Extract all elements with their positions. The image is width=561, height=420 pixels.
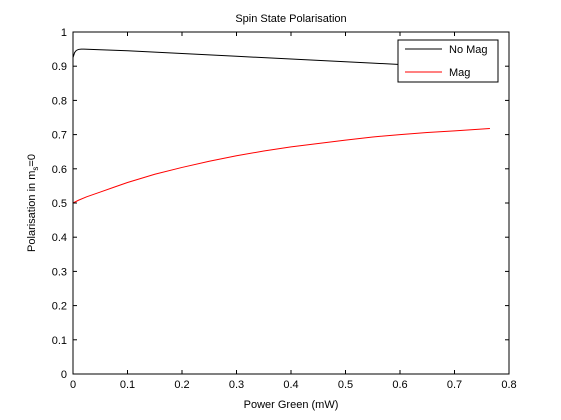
x-axis-label: Power Green (mW) xyxy=(244,399,339,411)
y-tick-label: 0.1 xyxy=(52,335,67,347)
legend-label-mag: Mag xyxy=(449,67,470,79)
ticks-layer: 0 0.1 0.2 0.3 0.4 0.5 0.6 0.7 0.8 0 0.1 0.2 0.3 0.4 0.… xyxy=(52,27,517,391)
y-tick-label: 0.9 xyxy=(52,61,67,73)
y-tick-label: 0.4 xyxy=(52,232,67,244)
plot-area xyxy=(73,32,509,374)
y-axis-label-suffix: =0 xyxy=(26,154,38,167)
y-tick-label: 1 xyxy=(61,27,67,39)
x-tick-label: 0.1 xyxy=(120,379,135,391)
legend-label-no-mag: No Mag xyxy=(449,44,488,56)
legend: No Mag Mag xyxy=(397,39,499,83)
x-tick-label: 0.8 xyxy=(501,379,516,391)
x-tick-label: 0.2 xyxy=(174,379,189,391)
y-axis-label-prefix: Polarisation in m xyxy=(26,171,38,252)
series-line-mag xyxy=(72,127,490,204)
y-tick-label: 0.5 xyxy=(52,198,67,210)
y-tick-label: 0.7 xyxy=(52,130,67,142)
series-line-no-mag xyxy=(72,48,490,70)
x-tick-label: 0.5 xyxy=(338,379,353,391)
y-axis-label-subscript: s xyxy=(31,167,40,171)
y-tick-label: 0.6 xyxy=(52,164,67,176)
chart-title: Spin State Polarisation xyxy=(235,13,346,25)
series-layer xyxy=(72,48,490,204)
x-tick-label: 0 xyxy=(70,379,76,391)
y-tick-label: 0.8 xyxy=(52,95,67,107)
x-tick-label: 0.7 xyxy=(447,379,462,391)
y-tick-label: 0.2 xyxy=(52,301,67,313)
x-tick-label: 0.4 xyxy=(283,379,298,391)
plot-frame xyxy=(72,31,510,375)
y-axis-label: Polarisation in ms=0 xyxy=(26,154,40,252)
x-tick-label: 0.3 xyxy=(229,379,244,391)
legend-box xyxy=(397,39,499,83)
x-tick-label: 0.6 xyxy=(392,379,407,391)
y-tick-label: 0 xyxy=(61,369,67,381)
y-tick-label: 0.3 xyxy=(52,266,67,278)
